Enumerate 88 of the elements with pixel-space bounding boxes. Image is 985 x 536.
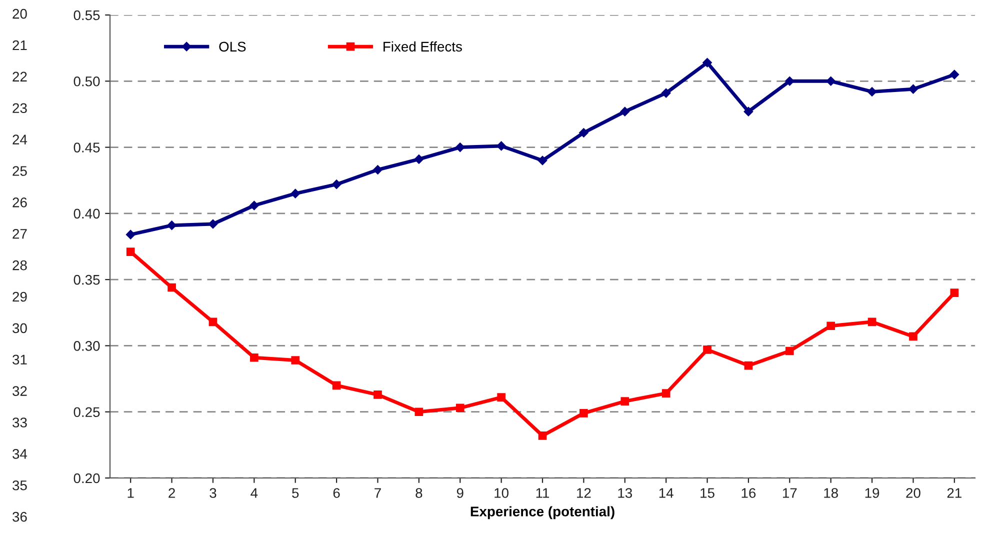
legend-label: OLS xyxy=(219,42,246,52)
y-tick-label: 0.55 xyxy=(74,10,100,20)
text: 34 xyxy=(12,449,28,459)
text: 21 xyxy=(12,40,27,50)
point xyxy=(126,248,135,256)
x-tick-label: 18 xyxy=(824,488,838,498)
point xyxy=(497,393,506,402)
point xyxy=(250,200,259,210)
point xyxy=(496,141,506,151)
x-tick-label: 3 xyxy=(210,488,216,498)
point xyxy=(374,390,382,399)
x-tick-label: 15 xyxy=(700,488,714,498)
y-tick-label: 0.45 xyxy=(74,142,100,152)
text: 25 xyxy=(12,166,27,176)
text: 20 xyxy=(12,8,27,19)
text: 31 xyxy=(12,354,27,365)
point xyxy=(703,346,712,354)
text: 23 xyxy=(12,103,27,114)
text: 26 xyxy=(12,198,27,208)
point xyxy=(785,346,794,356)
x-axis-title: Experience (potential) xyxy=(470,506,614,520)
point xyxy=(702,58,712,68)
x-tick-label: 21 xyxy=(947,488,962,498)
point xyxy=(580,409,588,418)
point xyxy=(332,180,342,189)
text: 33 xyxy=(12,418,27,428)
point xyxy=(868,318,876,326)
point xyxy=(620,397,630,406)
y-tick-label: 0.50 xyxy=(74,76,100,86)
point xyxy=(208,219,218,229)
point xyxy=(538,432,547,440)
x-tick-label: 10 xyxy=(494,488,508,498)
legend-label: Fixed Effects xyxy=(384,41,462,52)
point xyxy=(620,106,630,116)
text: 24 xyxy=(12,134,28,144)
point xyxy=(250,353,258,362)
x-tick-label: 17 xyxy=(782,488,797,498)
point xyxy=(909,332,918,341)
point xyxy=(579,128,588,138)
point xyxy=(291,356,300,364)
point xyxy=(867,87,877,96)
point xyxy=(908,84,918,94)
x-tick-label: 8 xyxy=(416,488,422,498)
x-tick-label: 4 xyxy=(250,488,258,498)
y-tick-label: 0.25 xyxy=(74,407,100,418)
text: 27 xyxy=(12,228,27,239)
x-tick-label: 13 xyxy=(618,488,632,498)
point xyxy=(126,230,136,240)
point xyxy=(332,381,341,390)
x-tick-label: 12 xyxy=(577,488,591,498)
x-tick-label: 7 xyxy=(374,488,381,498)
text: 35 xyxy=(12,480,27,490)
x-tick-label: 6 xyxy=(333,488,340,498)
x-tick-label: 9 xyxy=(456,488,464,498)
x-tick-label: 2 xyxy=(168,488,175,498)
text: 32 xyxy=(12,386,27,396)
x-tick-label: 19 xyxy=(865,488,880,498)
x-tick-label: 1 xyxy=(128,488,134,498)
point xyxy=(373,165,382,174)
x-tick-label: 20 xyxy=(906,488,920,498)
point xyxy=(950,70,960,80)
text: 29 xyxy=(12,292,27,302)
y-tick-label: 0.30 xyxy=(74,341,100,351)
point xyxy=(662,389,670,398)
point xyxy=(661,88,671,98)
point xyxy=(826,322,835,330)
x-tick-label: 5 xyxy=(292,488,299,498)
point xyxy=(208,318,218,326)
text: 30 xyxy=(12,323,27,334)
point xyxy=(455,142,465,152)
text: 36 xyxy=(12,512,27,522)
point xyxy=(744,361,753,370)
x-tick-label: 14 xyxy=(659,488,674,498)
text: 22 xyxy=(12,72,27,82)
x-tick-label: 11 xyxy=(536,488,550,498)
y-tick-label: 0.20 xyxy=(74,473,100,484)
text: 28 xyxy=(12,260,27,270)
point xyxy=(414,408,424,416)
point xyxy=(538,156,548,166)
point xyxy=(950,288,959,297)
y-tick-label: 0.40 xyxy=(74,208,100,219)
point xyxy=(290,188,300,198)
point xyxy=(456,404,464,412)
point xyxy=(744,106,754,116)
point xyxy=(168,283,176,292)
x-tick-label: 16 xyxy=(742,488,756,498)
y-tick-label: 0.35 xyxy=(74,274,100,285)
point xyxy=(414,154,424,164)
